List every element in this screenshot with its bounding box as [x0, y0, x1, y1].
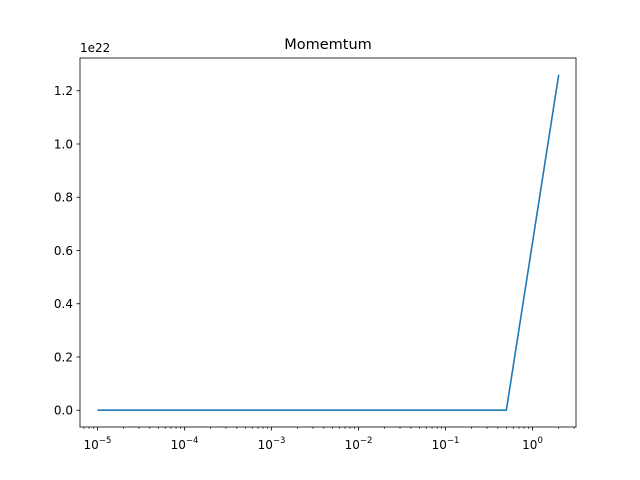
x-tick-label: 10−3 — [258, 436, 286, 452]
y-tick-label: 0.0 — [54, 404, 73, 418]
x-tick-label: 10−5 — [84, 436, 112, 452]
y-tick-label: 1.0 — [54, 137, 73, 151]
series-line — [97, 74, 560, 412]
x-tick-label: 10−4 — [171, 436, 199, 452]
x-tick-label: 100 — [522, 436, 543, 452]
chart-title: Momemtum — [284, 37, 372, 53]
axes-frame — [79, 57, 577, 428]
y-tick-label: 1.2 — [54, 84, 73, 98]
y-tick-label: 0.6 — [54, 244, 73, 258]
y-tick-label: 0.4 — [54, 297, 73, 311]
y-tick-label: 0.2 — [54, 350, 73, 364]
x-tick-label: 10−2 — [345, 436, 373, 452]
y-tick-label: 0.8 — [54, 191, 73, 205]
plot-area: 0.0 0.2 0.4 0.6 0.8 1.0 1.2 10−5 10−4 10−3 10−2 10−… — [54, 57, 577, 452]
x-tick-label: 10−1 — [432, 436, 460, 452]
y-axis-offset-label: 1e22 — [80, 41, 110, 55]
